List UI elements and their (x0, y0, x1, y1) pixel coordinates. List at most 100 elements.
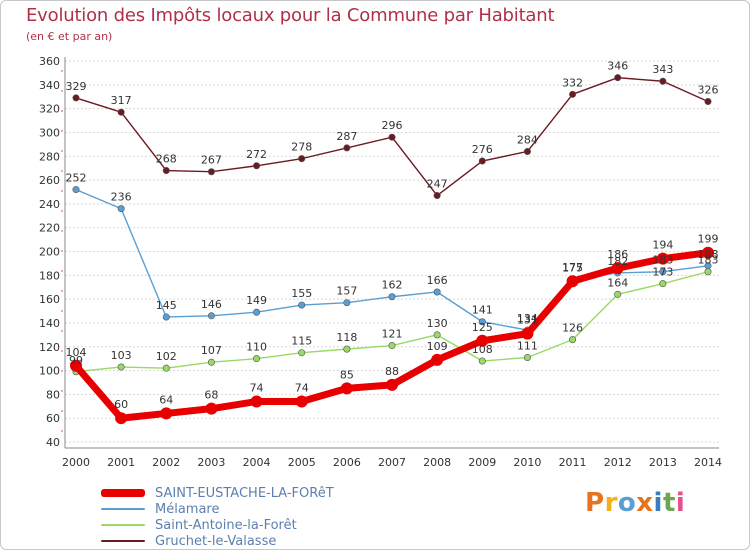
logo-letter: r (604, 488, 618, 518)
data-point (659, 280, 667, 288)
data-point (250, 395, 263, 408)
legend-item: Gruchet-le-Valasse (101, 533, 334, 549)
data-point (343, 299, 351, 307)
data-label: 157 (336, 285, 357, 298)
y-tick-label: 60 (46, 412, 60, 425)
y-tick-label: 280 (39, 150, 60, 163)
data-label: 118 (336, 331, 357, 344)
y-tick-label: 120 (39, 341, 60, 354)
data-label: 68 (204, 389, 218, 402)
legend-swatch (101, 508, 145, 510)
data-point (433, 331, 441, 339)
data-point (162, 364, 170, 372)
data-point (388, 342, 396, 350)
data-point (566, 275, 579, 288)
data-label: 141 (472, 304, 493, 317)
data-label: 194 (652, 239, 673, 252)
data-point (72, 94, 80, 102)
x-tick-label: 2000 (62, 456, 90, 469)
data-point (115, 412, 128, 425)
y-tick-label: 100 (39, 365, 60, 378)
data-label: 149 (246, 294, 267, 307)
data-label: 115 (291, 335, 312, 348)
data-label: 296 (382, 119, 403, 132)
data-point (162, 167, 170, 175)
data-label: 125 (472, 321, 493, 334)
data-point (478, 357, 486, 365)
y-tick-label: 140 (39, 317, 60, 330)
data-point (253, 162, 261, 170)
data-point (298, 301, 306, 309)
chart-title: Evolution des Impôts locaux pour la Comm… (26, 5, 555, 26)
data-point (614, 74, 622, 82)
grid-layer (65, 60, 719, 443)
x-tick-label: 2013 (649, 456, 677, 469)
data-label: 267 (201, 154, 222, 167)
data-point (431, 353, 444, 366)
data-label: 329 (66, 80, 87, 93)
legend-label: SAINT-EUSTACHE-LA-FORêT (155, 485, 334, 501)
data-label: 145 (156, 299, 177, 312)
series-layer (70, 74, 714, 425)
x-tick-label: 2004 (243, 456, 271, 469)
logo-letter: x (636, 488, 654, 518)
data-point (253, 355, 261, 363)
data-point (298, 349, 306, 357)
data-point (253, 308, 261, 316)
data-label: 146 (201, 298, 222, 311)
data-label: 326 (698, 83, 719, 96)
x-tick-label: 2005 (288, 456, 316, 469)
data-point (569, 90, 577, 98)
data-point (72, 186, 80, 194)
data-point (569, 336, 577, 344)
x-tick-label: 2002 (152, 456, 180, 469)
axis-layer: 40 60 80 100 120 140 160 180 200 220 240 260 280 300 3… (39, 55, 722, 469)
data-label: 110 (246, 341, 267, 354)
data-label: 252 (66, 172, 87, 185)
y-tick-label: 340 (39, 79, 60, 92)
data-label: 88 (385, 365, 399, 378)
logo-letter: t (662, 488, 676, 518)
data-label: 164 (607, 276, 628, 289)
data-label: 287 (336, 130, 357, 143)
legend-swatch (101, 540, 145, 542)
data-label: 247 (427, 178, 448, 191)
data-point (614, 290, 622, 298)
logo-letter: P (585, 488, 605, 518)
data-label: 102 (156, 350, 177, 363)
data-label: 317 (111, 94, 132, 107)
data-label: 278 (291, 141, 312, 154)
data-label: 74 (295, 382, 309, 395)
data-label: 182 (607, 255, 628, 268)
data-point (702, 246, 714, 259)
data-point (207, 312, 215, 320)
data-point (117, 108, 125, 116)
data-label: 126 (562, 322, 583, 335)
legend-item: SAINT-EUSTACHE-LA-FORêT (101, 485, 334, 501)
x-tick-label: 2014 (694, 456, 722, 469)
data-label: 131 (517, 314, 538, 327)
data-point (433, 288, 441, 296)
logo-letter: o (617, 488, 637, 518)
data-point (659, 268, 667, 276)
data-label: 268 (156, 153, 177, 166)
data-label: 121 (382, 328, 403, 341)
data-point (388, 133, 396, 141)
data-point (478, 157, 486, 165)
data-point (205, 402, 218, 415)
data-label: 343 (652, 63, 673, 76)
data-point (704, 97, 712, 105)
data-point (298, 155, 306, 163)
data-label: 175 (562, 261, 583, 274)
data-point (704, 268, 712, 276)
legend-label: Gruchet-le-Valasse (155, 533, 277, 549)
data-point (523, 353, 531, 361)
data-label: 166 (427, 274, 448, 287)
data-label: 236 (111, 191, 132, 204)
y-tick-label: 360 (39, 55, 60, 68)
data-point (388, 293, 396, 301)
data-label: 109 (427, 340, 448, 353)
y-tick-label: 40 (46, 436, 60, 449)
y-tick-label: 160 (39, 293, 60, 306)
